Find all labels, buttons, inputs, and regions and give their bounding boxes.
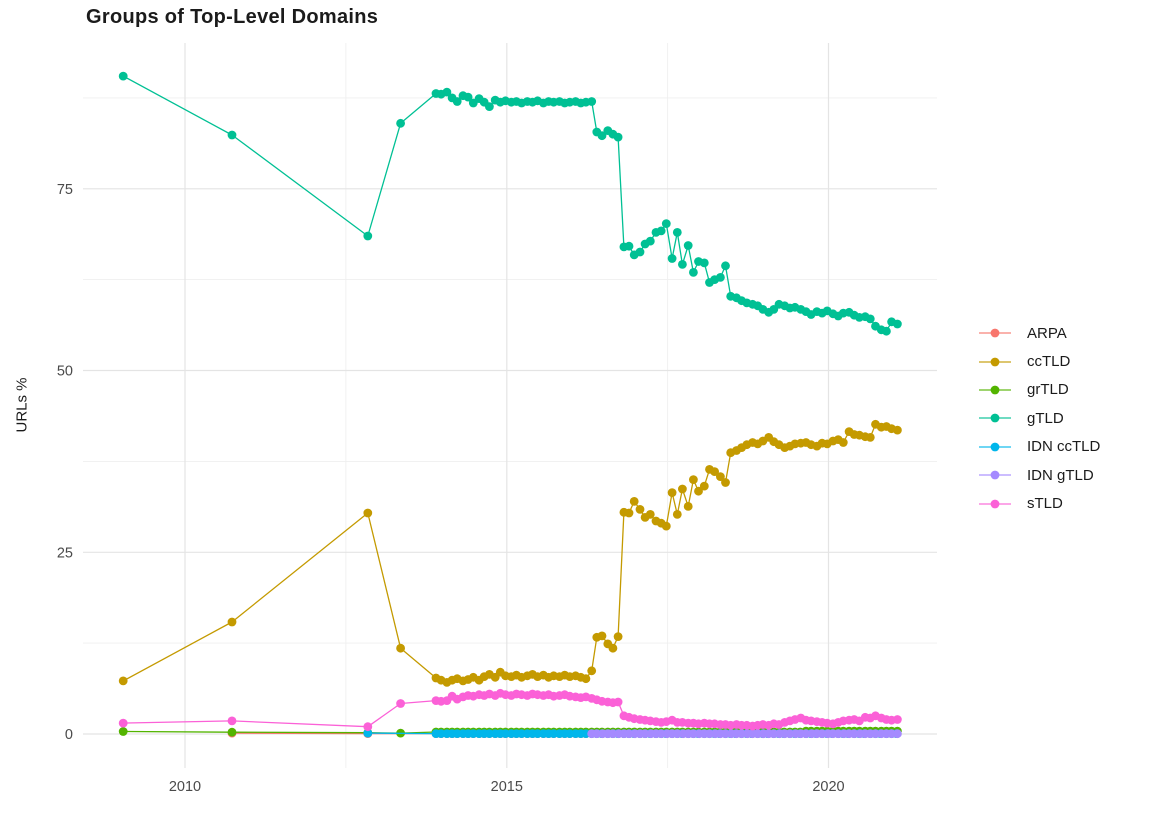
data-point-gtld <box>678 260 687 269</box>
data-point-cctld <box>118 676 128 686</box>
data-point-cctld <box>227 617 237 627</box>
data-point-gtld <box>597 131 607 141</box>
data-point-gtld <box>452 97 462 106</box>
data-point-gtld <box>672 228 682 237</box>
data-point-stld <box>363 722 373 732</box>
x-tick-label: 2015 <box>491 779 523 795</box>
legend-label: ARPA <box>1027 324 1067 342</box>
data-point-gtld <box>635 247 645 257</box>
data-point-gtld <box>667 254 677 263</box>
data-point-gtld <box>689 268 698 277</box>
data-point-gtld <box>587 97 597 106</box>
data-point-gtld <box>396 118 405 128</box>
legend-key-icon <box>979 499 1011 508</box>
data-point-stld <box>893 715 902 724</box>
legend-item-gtld: gTLD <box>979 404 1100 432</box>
legend-key-icon <box>979 328 1011 338</box>
legend-label: ccTLD <box>1027 353 1071 371</box>
data-point-cctld <box>694 486 703 496</box>
legend-item-stld: sTLD <box>979 489 1100 517</box>
data-point-stld <box>613 697 623 707</box>
data-point-gtld <box>485 102 494 111</box>
legend-label: IDN ccTLD <box>1027 438 1101 456</box>
data-point-cctld <box>721 478 730 487</box>
data-point-gtld <box>882 326 891 336</box>
x-tick-label: 2010 <box>169 779 201 795</box>
data-point-gtld <box>613 132 623 142</box>
data-point-gtld <box>716 273 725 282</box>
data-point-cctld <box>865 433 875 442</box>
data-point-cctld <box>581 674 591 684</box>
legend-item-arpa: ARPA <box>979 319 1100 347</box>
data-point-grtld <box>118 727 128 736</box>
data-point-idn-cctld <box>363 728 373 738</box>
data-point-stld <box>118 718 128 728</box>
data-point-grtld <box>227 727 237 737</box>
data-point-gtld <box>118 71 128 81</box>
legend-label: sTLD <box>1027 495 1063 513</box>
data-point-cctld <box>699 481 709 491</box>
chart-title: Groups of Top-Level Domains <box>86 6 379 28</box>
data-point-gtld <box>661 219 671 229</box>
data-point-cctld <box>613 632 623 641</box>
data-point-cctld <box>629 497 639 506</box>
data-point-gtld <box>721 261 730 271</box>
data-point-cctld <box>597 631 607 641</box>
data-point-cctld <box>363 508 373 518</box>
legend-item-cctld: ccTLD <box>979 347 1100 375</box>
data-point-gtld <box>645 236 655 246</box>
data-point-cctld <box>635 505 645 514</box>
data-point-gtld <box>699 258 709 268</box>
legend-item-grtld: grTLD <box>979 376 1100 404</box>
data-point-gtld <box>463 92 473 102</box>
legend-key-icon <box>979 442 1011 452</box>
data-point-stld <box>396 699 405 708</box>
data-point-idn-gtld <box>893 729 902 739</box>
data-point-gtld <box>227 130 237 140</box>
data-point-cctld <box>683 502 693 511</box>
data-point-cctld <box>661 521 671 531</box>
y-tick-label: 25 <box>57 545 73 561</box>
data-point-cctld <box>645 510 655 519</box>
data-point-cctld <box>716 472 725 481</box>
data-point-gtld <box>363 231 373 241</box>
y-tick-label: 0 <box>65 727 73 743</box>
data-point-cctld <box>587 666 597 676</box>
legend-label: gTLD <box>1027 409 1064 427</box>
legend-key-icon <box>979 357 1011 366</box>
legend-label: grTLD <box>1027 381 1069 399</box>
data-point-gtld <box>683 241 693 250</box>
data-point-gtld <box>656 226 666 236</box>
data-point-cctld <box>396 643 405 653</box>
legend-item-idn-cctld: IDN ccTLD <box>979 433 1100 461</box>
y-tick-label: 75 <box>57 182 73 198</box>
data-point-cctld <box>667 488 677 497</box>
y-tick-label: 50 <box>57 364 73 380</box>
data-point-gtld <box>865 314 875 324</box>
data-point-cctld <box>672 510 682 519</box>
data-point-cctld <box>608 643 618 653</box>
data-point-cctld <box>710 467 719 476</box>
data-point-gtld <box>624 241 634 251</box>
data-point-cctld <box>838 438 848 447</box>
legend-key-icon <box>979 470 1011 480</box>
legend-key-icon <box>979 385 1011 395</box>
series-line-cctld <box>122 423 898 684</box>
legend-item-idn-gtld: IDN gTLD <box>979 461 1100 489</box>
data-point-cctld <box>689 475 698 484</box>
legend: ARPA ccTLD grTLD gTLD IDN ccTLD IDN gTLD sTLD <box>979 319 1100 518</box>
legend-key-icon <box>979 413 1011 423</box>
x-tick-label: 2020 <box>812 779 844 795</box>
legend-label: IDN gTLD <box>1027 466 1094 484</box>
data-point-gtld <box>893 319 902 329</box>
data-point-cctld <box>678 484 687 494</box>
data-point-cctld <box>624 508 634 518</box>
data-point-cctld <box>893 425 902 435</box>
data-point-stld <box>227 716 237 726</box>
series-line-gtld <box>122 75 898 332</box>
data-point-gtld <box>442 87 452 97</box>
